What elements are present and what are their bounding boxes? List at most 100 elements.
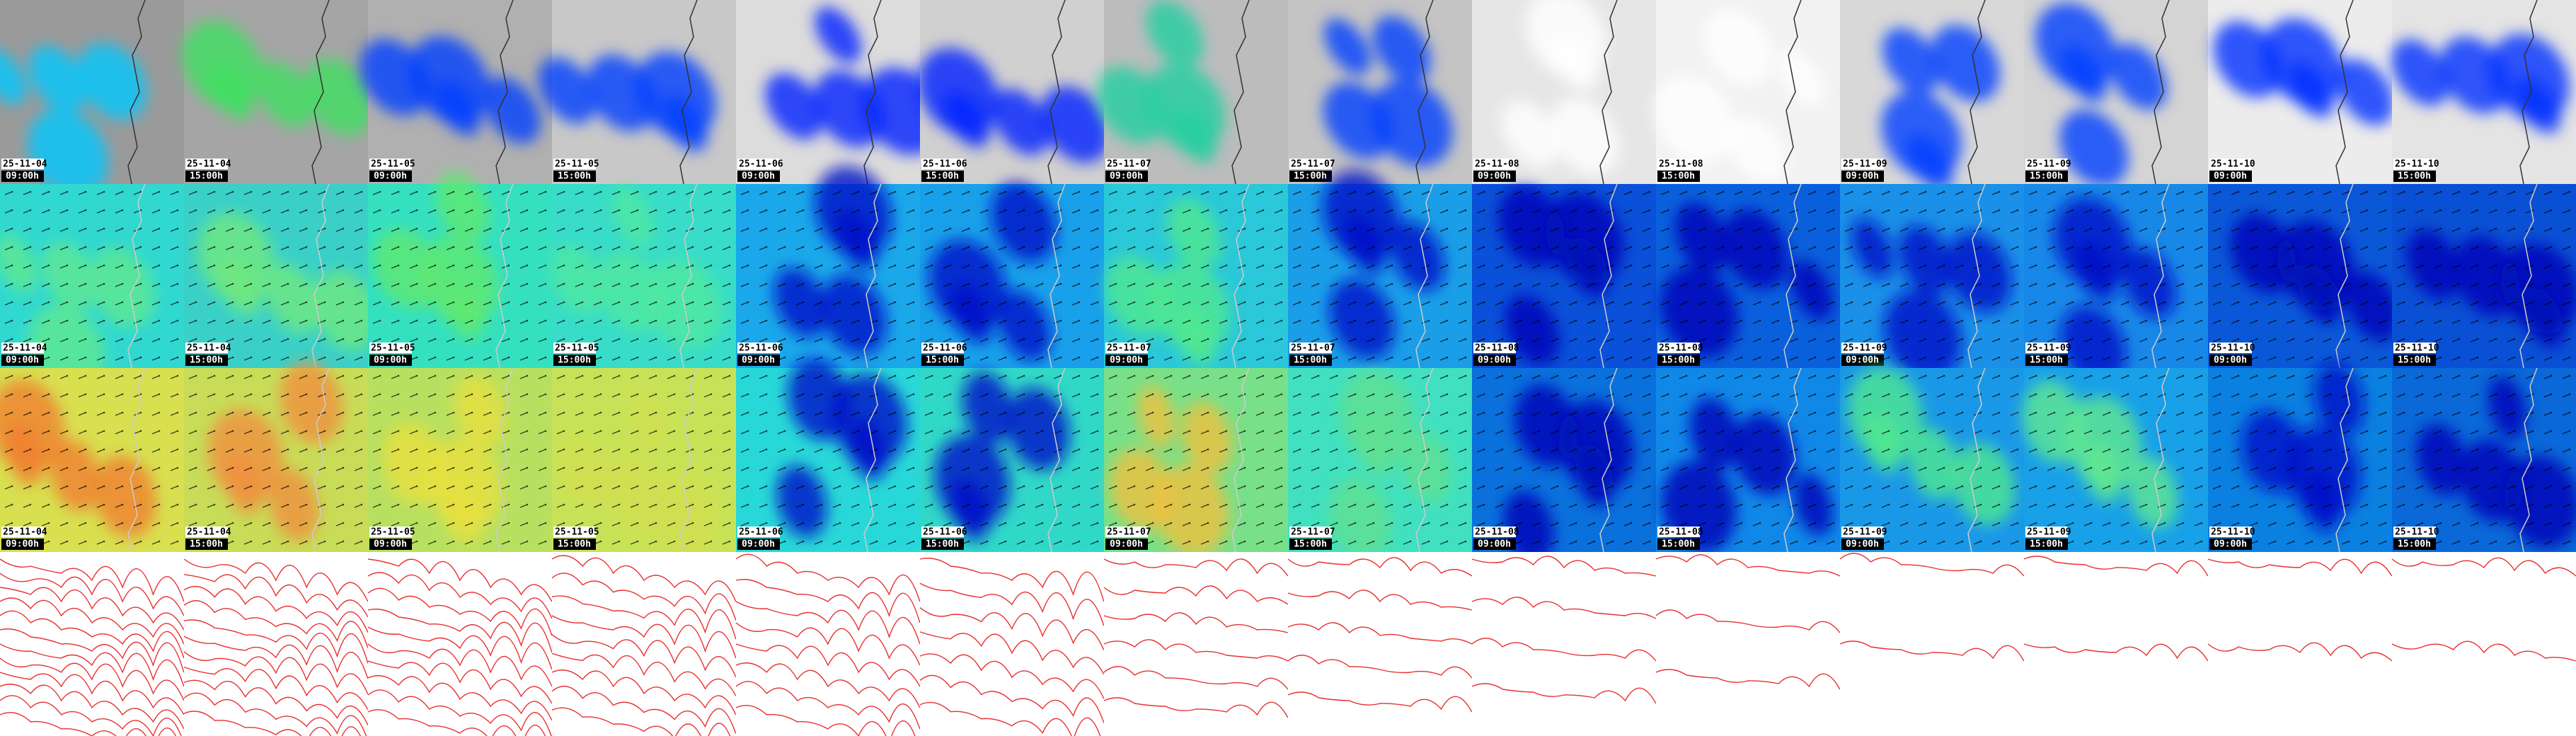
map-field: [1881, 25, 2001, 191]
isobar: [0, 672, 185, 715]
time-box: [921, 171, 964, 182]
field-blob: [2035, 2, 2116, 91]
isobar: [2391, 640, 2576, 662]
map-background: [1840, 552, 2024, 736]
date-box: [2393, 527, 2436, 537]
time-label: 15:00h: [1294, 355, 1327, 366]
coastline: [1047, 0, 1066, 185]
time-label: 09:00h: [374, 355, 407, 366]
time-label: 15:00h: [558, 539, 591, 550]
date-box: [737, 343, 780, 353]
field-blob: [1372, 16, 1431, 83]
wind-arrows: [1840, 368, 2024, 552]
map-background: [920, 552, 1104, 736]
time-label: 09:00h: [1478, 355, 1511, 366]
date-box: [1657, 527, 1700, 537]
wind-arrows: [1104, 184, 1288, 368]
time-box: [1289, 355, 1332, 366]
time-label: 15:00h: [1662, 539, 1695, 550]
coastline: [1599, 0, 1618, 185]
time-label: 09:00h: [6, 355, 39, 366]
time-label: 09:00h: [2214, 539, 2247, 550]
coastline: [1783, 0, 1802, 185]
isobar: [183, 679, 369, 725]
coastline: [2519, 183, 2538, 369]
date-label: 25-11-04: [187, 527, 231, 538]
date-box: [921, 343, 964, 353]
wind-arrows: [920, 368, 1104, 552]
coastline: [2519, 0, 2538, 185]
coastline: [1047, 183, 1066, 369]
date-box: [1841, 343, 1884, 353]
isobar: [919, 653, 1105, 699]
isobar: [1471, 683, 1657, 704]
coastline: [495, 367, 514, 553]
isobar: [919, 558, 1105, 602]
map-field: [1501, 0, 1620, 175]
coastline: [2335, 367, 2354, 553]
date-box: [369, 159, 412, 169]
date-label: 25-11-07: [1291, 527, 1335, 538]
wind-arrows: [0, 184, 184, 368]
isobar: [735, 662, 921, 708]
wind-arrows: [1288, 184, 1472, 368]
field-blob: [1146, 0, 1204, 67]
isobar: [1103, 697, 1289, 718]
wind-arrows: [552, 184, 736, 368]
isobar: [183, 600, 369, 648]
isobar: [551, 685, 737, 734]
date-label: 25-11-10: [2395, 527, 2439, 538]
date-label: 25-11-06: [739, 343, 783, 354]
wind-arrows: [1656, 184, 1840, 368]
date-label: 25-11-08: [1659, 343, 1703, 354]
isobar: [183, 574, 369, 618]
time-box: [2209, 355, 2252, 366]
date-label: 25-11-10: [2211, 159, 2255, 170]
isobar: [551, 634, 737, 677]
map-field: [2391, 33, 2570, 134]
time-box: [1841, 539, 1884, 550]
isobar: [1103, 639, 1289, 662]
isobar: [2207, 558, 2393, 577]
field-blob: [538, 57, 597, 124]
date-label: 25-11-08: [1659, 159, 1703, 170]
date-box: [2025, 527, 2068, 537]
time-box: [1473, 355, 1516, 366]
isobar: [1287, 590, 1472, 611]
time-label: 09:00h: [2214, 355, 2247, 366]
field-blob: [28, 45, 87, 113]
isobar: [2023, 556, 2209, 577]
map-field: [181, 20, 374, 136]
time-label: 15:00h: [190, 539, 223, 550]
field-blob: [1323, 18, 1371, 75]
time-label: 15:00h: [190, 171, 223, 182]
date-label: 25-11-09: [1843, 343, 1887, 354]
wind-arrows: [1472, 184, 1656, 368]
isobar: [735, 553, 921, 602]
isobar: [367, 626, 553, 670]
field-blob: [1550, 98, 1620, 175]
time-box: [185, 171, 228, 182]
time-box: [1473, 171, 1516, 182]
isobar: [1839, 640, 2025, 662]
isobar: [551, 652, 737, 696]
time-box: [1, 171, 44, 182]
date-label: 25-11-09: [2027, 527, 2071, 538]
time-box: [1289, 171, 1332, 182]
isobar: [735, 601, 921, 645]
wind-arrows: [2208, 368, 2392, 552]
map-background: [1656, 552, 1840, 736]
coastline: [1415, 0, 1434, 185]
coastline: [863, 183, 882, 369]
